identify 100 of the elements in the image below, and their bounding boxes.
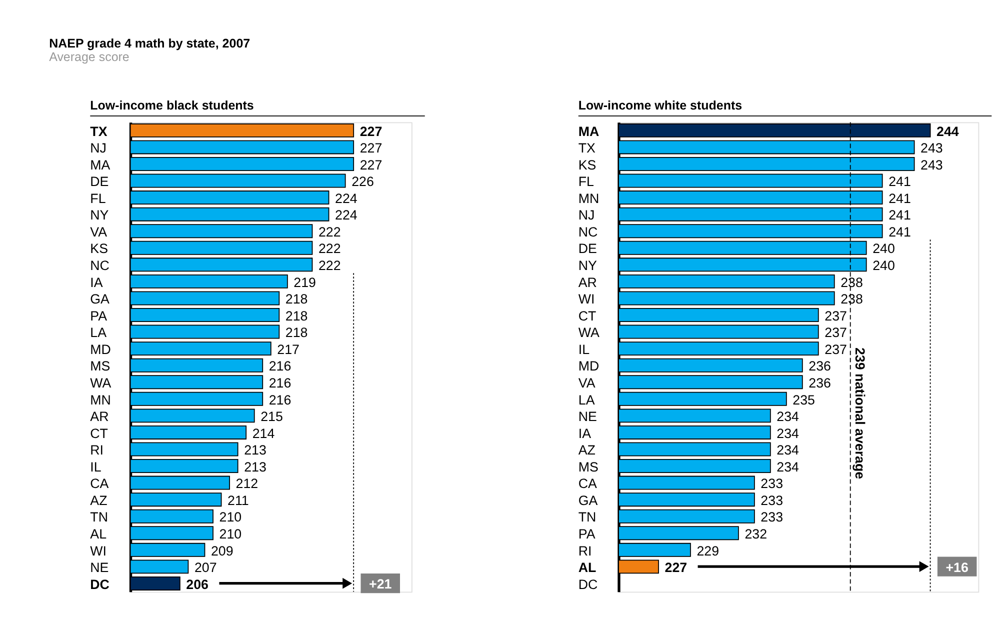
data-label: 213 [244, 459, 266, 474]
data-label: 211 [228, 492, 249, 508]
y-tick-label: FL [90, 190, 106, 206]
data-label: 222 [318, 241, 341, 256]
data-label: 241 [888, 190, 911, 206]
y-tick-label: MN [90, 392, 111, 408]
data-label: 213 [244, 442, 266, 458]
y-tick-label: DC [578, 576, 598, 592]
y-tick-label: IA [90, 274, 103, 290]
data-label: 237 [824, 325, 847, 340]
y-tick-label: NJ [578, 208, 595, 223]
y-tick-label: TX [578, 140, 596, 156]
y-tick-label: VA [90, 224, 108, 240]
data-label: 238 [840, 292, 863, 307]
data-label: 227 [360, 140, 382, 156]
data-label: 229 [696, 543, 720, 558]
data-label: 235 [792, 392, 815, 408]
data-label: 234 [776, 426, 800, 441]
data-label: 236 [808, 375, 831, 390]
y-tick-label: MS [90, 358, 110, 374]
data-label: 243 [920, 140, 943, 156]
y-tick-label: AR [578, 274, 598, 290]
data-label: 209 [210, 543, 234, 558]
y-tick-label: RI [90, 442, 104, 458]
data-label: 226 [352, 174, 374, 190]
data-label: 207 [194, 560, 217, 576]
y-tick-label: PA [90, 308, 108, 324]
y-tick-label: CT [90, 426, 108, 441]
y-tick-label: TN [578, 510, 596, 525]
y-tick-label: KS [578, 157, 596, 172]
data-label: 233 [760, 492, 784, 508]
data-label: 234 [776, 409, 800, 424]
data-label: 240 [872, 241, 895, 256]
data-label: 233 [760, 476, 784, 492]
data-label: 227 [360, 157, 382, 172]
y-tick-label: MN [578, 190, 600, 206]
data-label: 224 [335, 190, 358, 206]
y-tick-label: CA [90, 476, 109, 492]
y-tick-label: NE [578, 409, 598, 424]
data-label: 216 [268, 392, 292, 408]
y-tick-label: FL [578, 174, 594, 190]
y-tick-label: WA [90, 375, 112, 390]
y-tick-label: AZ [578, 442, 596, 458]
data-label: 238 [840, 274, 863, 290]
y-tick-label: DE [578, 241, 598, 256]
chart-title: NAEP grade 4 math by state, 2007 [49, 36, 250, 51]
y-tick-label: AZ [90, 492, 108, 508]
data-label: 236 [808, 358, 831, 374]
data-label: 216 [268, 375, 292, 390]
data-label: 234 [776, 459, 800, 474]
data-label: 243 [920, 157, 943, 172]
y-tick-label: LA [578, 392, 595, 408]
data-label: 222 [318, 224, 341, 240]
y-tick-label: AL [578, 560, 596, 576]
y-tick-label: WA [578, 325, 600, 340]
y-tick-label: NC [578, 224, 598, 240]
ref-line-label: 239 national average [852, 347, 868, 480]
data-label: 227 [664, 560, 688, 576]
y-tick-label: MD [90, 342, 112, 357]
data-label: 232 [744, 526, 768, 542]
y-tick-label: MS [578, 459, 599, 474]
y-tick-label: RI [578, 543, 592, 558]
annotation: +21 [369, 576, 392, 592]
y-tick-label: MA [578, 124, 600, 139]
y-tick-label: TN [90, 510, 108, 525]
y-tick-label: TX [90, 124, 108, 139]
y-tick-label: NE [90, 560, 109, 576]
data-label: 241 [888, 174, 911, 190]
data-label: 218 [285, 325, 308, 340]
data-label: 217 [277, 342, 300, 357]
data-label: 227 [360, 124, 382, 139]
y-tick-label: GA [90, 292, 110, 307]
data-label: 241 [888, 208, 911, 223]
y-tick-label: WI [90, 543, 106, 558]
data-label: 218 [285, 308, 308, 324]
data-label: 222 [318, 258, 341, 274]
data-label: 210 [219, 526, 242, 542]
data-label: 215 [260, 409, 283, 424]
data-label: 218 [285, 292, 308, 307]
y-tick-label: AR [90, 409, 110, 424]
y-tick-label: PA [578, 526, 596, 542]
data-label: 240 [872, 258, 895, 274]
data-label: 206 [186, 576, 209, 592]
chart-subtitle: Average score [49, 50, 130, 64]
y-tick-label: VA [578, 375, 596, 390]
y-tick-label: LA [90, 325, 107, 340]
y-tick-label: MA [90, 157, 110, 172]
data-label: 212 [236, 476, 258, 492]
y-tick-label: WI [578, 292, 595, 307]
y-tick-label: CA [578, 476, 598, 492]
data-label: 210 [219, 510, 242, 525]
y-tick-label: NY [90, 208, 109, 223]
y-tick-label: MD [578, 358, 600, 374]
data-label: 216 [268, 358, 292, 374]
y-tick-label: IA [578, 426, 592, 441]
y-tick-label: KS [90, 241, 108, 256]
data-label: 224 [335, 208, 358, 223]
y-tick-label: NY [578, 258, 598, 274]
data-label: 233 [760, 510, 784, 525]
y-tick-label: IL [578, 342, 590, 357]
